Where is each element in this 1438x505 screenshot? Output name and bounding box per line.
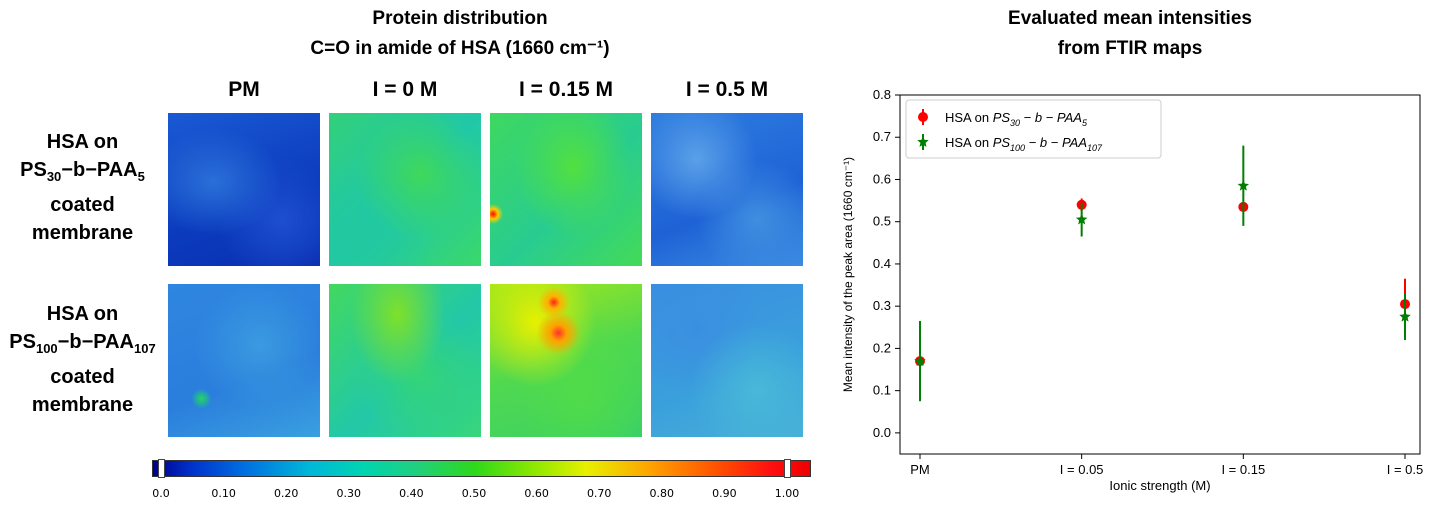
scatter-chart: 0.0 0.1 0.2 0.3 0.4 0.5 0.6 0.7 0.8 PM I = 0.05 I =… [841,87,1424,493]
colorbar-tick-label: 0.30 [336,487,362,500]
heatmap-title-line1: Protein distribution [372,8,548,29]
colorbar-tick-label: 0.90 [712,487,737,500]
x-axis-label: Ionic strength (M) [1109,478,1210,493]
legend-marker [917,136,929,147]
colorbar-min-handle[interactable] [158,459,165,478]
column-header-i05: I = 0.5 M [685,78,769,101]
colorbar-tick-label: 0.60 [524,487,549,500]
y-tick-label: 0.7 [873,129,891,144]
column-header-i015: I = 0.15 M [519,78,613,101]
y-tick-label: 0.6 [873,171,891,186]
colorbar-tick-label: 0.70 [586,487,612,500]
y-tick-label: 0.3 [873,298,891,313]
colorbar-max-handle[interactable] [784,459,791,478]
colorbar-tick-label: 0.50 [461,487,487,500]
column-header-i0: I = 0 M [372,78,438,101]
x-tick-label: I = 0.15 [1221,462,1265,477]
heatmap-ps30-i05 [651,113,803,266]
y-tick-label: 0.5 [873,214,891,229]
data-point [1237,179,1250,191]
y-tick-label: 0.2 [873,340,891,355]
row-label-line1: HSA on [46,131,119,153]
heatmap-ps30-pm [168,113,320,266]
heatmap-ps100-i015 [490,284,642,437]
chart-title: Evaluated mean intensities from FTIR map… [930,4,1330,64]
row-label-line3: coated [50,366,115,388]
legend-label: HSA on PS30 − b − PAA5 [945,110,1088,128]
row-header-ps30: HSA on PS30−b−PAA5 coated membrane [0,128,165,247]
colorbar-tick-label: 0.40 [399,487,424,500]
data-point [1399,310,1411,322]
heatmap-ps100-pm [168,284,320,437]
data-point [1075,213,1088,225]
column-header-pm: PM [228,78,260,101]
heatmap-ps100-i0 [329,284,481,437]
legend-marker [918,112,928,122]
data-point [914,355,926,366]
colorbar-tick-label: 0.20 [273,487,299,500]
x-tick-label: PM [910,462,930,477]
colorbar-tick-label: 0.0 [152,487,170,500]
legend-box [905,99,1162,159]
row-label-line1: HSA on [46,303,119,325]
row-label-polymer: PS30−b−PAA5 [20,159,145,184]
row-header-ps100: HSA on PS100−b−PAA107 coated membrane [0,300,165,419]
y-tick-label: 0.0 [873,425,891,440]
x-tick-label: I = 0.5 [1387,462,1424,477]
y-axis-label: Mean intensity of the peak area (1660 cm… [841,157,855,392]
chart-title-line2: from FTIR maps [1057,38,1203,59]
heatmap-panel-title: Protein distribution C=O in amide of HSA… [240,4,680,64]
colorbar-tick-label: 0.80 [649,487,675,500]
colorbar-tick-label: 0.10 [211,487,236,500]
legend-label: HSA on PS100 − b − PAA107 [945,135,1103,153]
row-label-line4: membrane [31,394,134,416]
y-tick-label: 0.1 [873,383,891,398]
row-label-line4: membrane [31,222,134,244]
y-tick-label: 0.4 [873,256,891,271]
heatmap-ps30-i0 [329,113,481,266]
colorbar [152,460,811,477]
colorbar-tick-label: 1.00 [774,487,800,500]
row-label-line3: coated [50,194,115,216]
heatmap-ps100-i05 [651,284,803,437]
x-tick-label: I = 0.05 [1060,462,1104,477]
row-label-polymer: PS100−b−PAA107 [9,331,156,356]
y-tick-label: 0.8 [873,87,891,102]
chart-title-line1: Evaluated mean intensities [1008,8,1252,29]
heatmap-title-line2: C=O in amide of HSA (1660 cm⁻¹) [310,38,610,59]
heatmap-ps30-i015 [490,113,642,266]
legend: HSA on PS30 − b − PAA5 HSA on PS100 − b −… [905,99,1162,159]
